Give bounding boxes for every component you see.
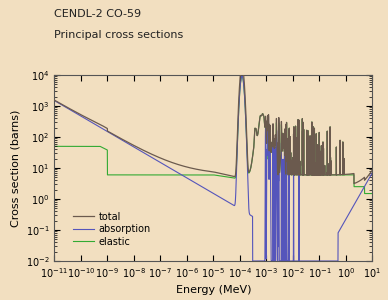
elastic [99,146,104,149]
Text: Principal cross sections: Principal cross sections [54,30,184,40]
elastic [52,145,57,148]
Line: total: total [54,66,374,184]
absorption [371,168,376,172]
elastic [246,171,251,175]
elastic [135,173,139,177]
elastic [69,145,73,148]
absorption [250,259,255,263]
absorption [69,109,73,112]
Line: elastic: elastic [54,76,374,194]
X-axis label: Energy (MeV): Energy (MeV) [176,285,251,295]
elastic [240,74,244,77]
total [135,145,139,149]
absorption [240,74,244,77]
total [69,108,73,111]
absorption [220,197,225,201]
absorption [216,194,220,198]
absorption [52,99,57,102]
Text: CENDL-2 CO-59: CENDL-2 CO-59 [54,9,142,19]
total [52,98,57,102]
absorption [99,126,104,130]
elastic [371,192,376,195]
total [371,166,376,170]
elastic [220,174,225,178]
elastic [216,174,220,177]
total [99,124,104,127]
total [216,171,220,175]
absorption [246,203,251,206]
total [220,172,225,176]
absorption [135,147,139,151]
elastic [362,192,367,195]
total [246,170,251,173]
Y-axis label: Cross section (barns): Cross section (barns) [10,109,20,227]
Line: absorption: absorption [54,76,374,261]
total [352,182,356,185]
Legend: total, absorption, elastic: total, absorption, elastic [69,208,155,250]
total [240,64,244,68]
